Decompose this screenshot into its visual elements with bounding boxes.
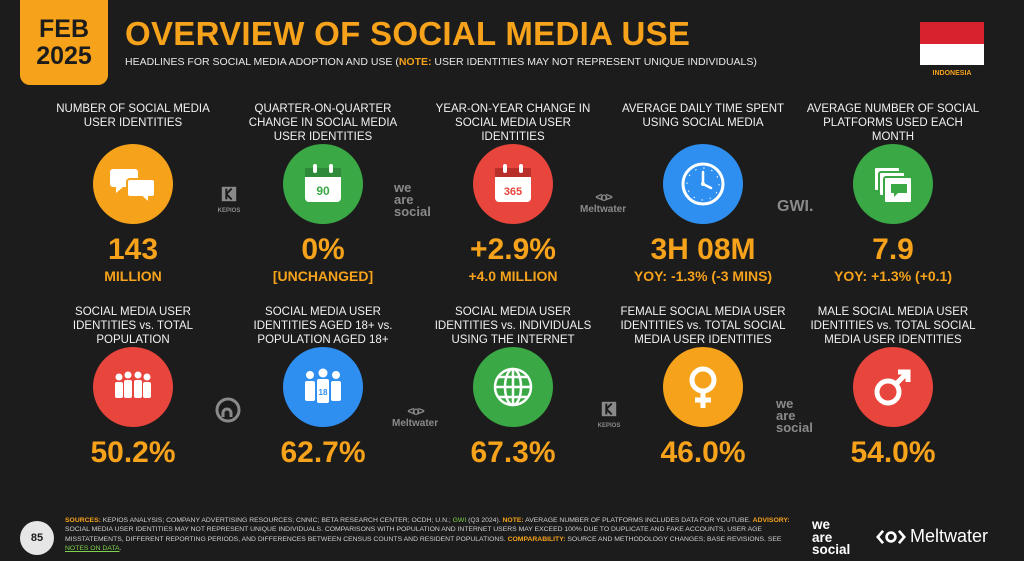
- page-number: 85: [20, 521, 54, 555]
- tile-subvalue: YOY: -1.3% (-3 MINS): [633, 268, 773, 284]
- page-title: OVERVIEW OF SOCIAL MEDIA USE: [125, 15, 691, 52]
- adults-icon-text: 18: [319, 388, 328, 397]
- speech-bubbles-icon: [93, 144, 173, 224]
- tile-label: AVERAGE NUMBER OF SOCIAL PLATFORMS USED …: [806, 103, 980, 143]
- tile-quarter-change: QUARTER-ON-QUARTER CHANGE IN SOCIAL MEDI…: [233, 102, 413, 284]
- adults-18-icon: 18: [283, 347, 363, 427]
- clock-icon: [663, 144, 743, 224]
- tile-subvalue: [UNCHANGED]: [272, 268, 374, 284]
- tile-male-users: MALE SOCIAL MEDIA USER IDENTITIES vs. TO…: [803, 305, 983, 469]
- calendar-icon-text: 365: [504, 186, 522, 198]
- tile-value: 143: [107, 233, 159, 266]
- tile-label: SOCIAL MEDIA USER IDENTITIES vs. INDIVID…: [434, 306, 592, 346]
- date-month: FEB: [39, 14, 89, 43]
- tile-value: 54.0%: [850, 436, 936, 469]
- kepios-logo: KEPIOS: [214, 185, 244, 214]
- tile-value: +2.9%: [470, 233, 556, 266]
- tile-subvalue: YOY: +1.3% (+0.1): [833, 268, 952, 284]
- footnotes: SOURCES: KEPIOS ANALYSIS; COMPANY ADVERT…: [65, 517, 790, 553]
- we-are-social-logo: we are social: [776, 396, 813, 435]
- tile-value: 46.0%: [660, 436, 746, 469]
- crowd-icon: [93, 347, 173, 427]
- tile-daily-time: AVERAGE DAILY TIME SPENT USING SOCIAL ME…: [613, 102, 793, 284]
- tile-year-change: YEAR-ON-YEAR CHANGE IN SOCIAL MEDIA USER…: [423, 102, 603, 284]
- indonesia-flag-icon: [920, 22, 984, 65]
- male-icon: [853, 347, 933, 427]
- globe-icon: [473, 347, 553, 427]
- tile-value: 0%: [301, 233, 345, 266]
- we-are-social-footer-logo: we are social: [812, 517, 851, 557]
- calendar-icon: 90: [283, 144, 363, 224]
- tile-label: MALE SOCIAL MEDIA USER IDENTITIES vs. TO…: [810, 306, 976, 346]
- meltwater-logo: <o> Meltwater: [392, 404, 439, 429]
- meltwater-footer-logo: Meltwater: [876, 526, 988, 547]
- tile-label: QUARTER-ON-QUARTER CHANGE IN SOCIAL MEDI…: [248, 103, 398, 143]
- meltwater-logo: <o> Meltwater: [580, 190, 627, 215]
- female-icon: [663, 347, 743, 427]
- tile-subvalue: +4.0 MILLION: [468, 268, 558, 284]
- tile-platforms-used: AVERAGE NUMBER OF SOCIAL PLATFORMS USED …: [803, 102, 983, 284]
- tile-label: SOCIAL MEDIA USER IDENTITIES AGED 18+ vs…: [253, 306, 393, 346]
- tile-female-users: FEMALE SOCIAL MEDIA USER IDENTITIES vs. …: [613, 305, 793, 469]
- stacked-screens-icon: [853, 144, 933, 224]
- kepios-logo: KEPIOS: [594, 400, 624, 429]
- notes-on-data-link[interactable]: NOTES ON DATA: [65, 545, 120, 553]
- page-subtitle: HEADLINES FOR SOCIAL MEDIA ADOPTION AND …: [125, 56, 757, 68]
- tile-value: 7.9: [872, 233, 914, 266]
- tile-social-media-user-identities: NUMBER OF SOCIAL MEDIA USER IDENTITIES 1…: [43, 102, 223, 284]
- country-label: INDONESIA: [932, 70, 972, 77]
- date-year: 2025: [36, 41, 92, 70]
- we-are-social-logo: we are social: [394, 180, 431, 219]
- tile-label: FEMALE SOCIAL MEDIA USER IDENTITIES vs. …: [620, 306, 786, 346]
- tile-label: SOCIAL MEDIA USER IDENTITIES vs. TOTAL P…: [72, 306, 194, 346]
- date-badge: FEB 2025: [20, 0, 108, 85]
- gwi-logo: GWI.: [777, 198, 814, 215]
- tile-vs-total-population: SOCIAL MEDIA USER IDENTITIES vs. TOTAL P…: [43, 305, 223, 469]
- tile-value: 62.7%: [280, 436, 366, 469]
- tile-value: 50.2%: [90, 436, 176, 469]
- tile-subvalue: MILLION: [104, 268, 162, 284]
- tile-label: NUMBER OF SOCIAL MEDIA USER IDENTITIES: [56, 103, 210, 129]
- datareportal-icon: [213, 395, 243, 430]
- tile-aged-18-plus: SOCIAL MEDIA USER IDENTITIES AGED 18+ vs…: [233, 305, 413, 469]
- calendar-icon-text: 90: [316, 184, 330, 198]
- calendar-icon: 365: [473, 144, 553, 224]
- tile-value: 67.3%: [470, 436, 556, 469]
- tile-label: AVERAGE DAILY TIME SPENT USING SOCIAL ME…: [621, 103, 785, 129]
- tile-vs-internet-users: SOCIAL MEDIA USER IDENTITIES vs. INDIVID…: [423, 305, 603, 469]
- tile-value: 3H 08M: [650, 233, 756, 266]
- tile-label: YEAR-ON-YEAR CHANGE IN SOCIAL MEDIA USER…: [435, 103, 591, 143]
